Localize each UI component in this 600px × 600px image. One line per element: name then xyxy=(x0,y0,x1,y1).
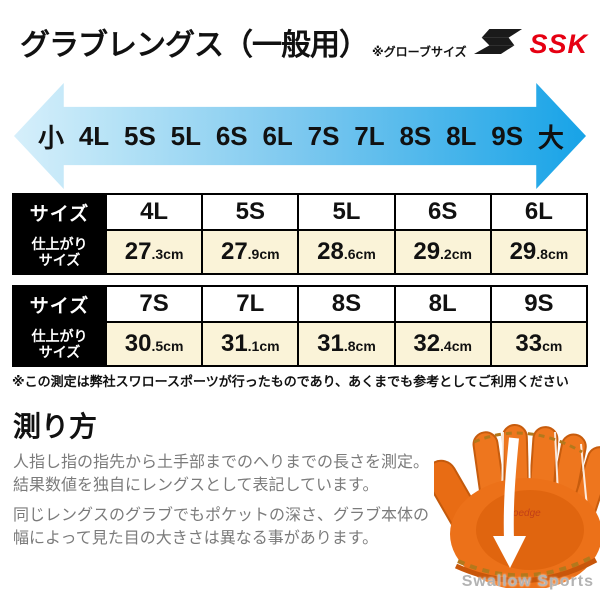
page-subtitle: ※グローブサイズ xyxy=(372,45,467,59)
scale-label: 5L xyxy=(170,120,201,151)
scale-label: 6S xyxy=(215,120,248,151)
size-cell: 7L xyxy=(201,285,300,323)
finish-cell: 27.9cm xyxy=(201,229,300,275)
finish-cell: 28.6cm xyxy=(297,229,396,275)
size-cell: 9S xyxy=(489,285,589,323)
scale-label: 8S xyxy=(399,120,432,151)
size-cell: 5S xyxy=(201,193,300,231)
finish-cell: 33cm xyxy=(489,321,589,367)
scale-label-small: 小 xyxy=(38,122,65,153)
finish-label-cell: 仕上がり サイズ xyxy=(12,321,107,367)
scale-label: 6L xyxy=(262,120,293,151)
size-cell: 6L xyxy=(489,193,589,231)
table-row: サイズ 4L 5S 5L 6S 6L xyxy=(12,193,589,231)
finish-cell: 31.1cm xyxy=(201,321,300,367)
size-cell: 6S xyxy=(393,193,492,231)
scale-label: 4L xyxy=(78,120,110,151)
size-cell: 8S xyxy=(297,285,396,323)
finish-label-cell: 仕上がり サイズ xyxy=(12,229,107,275)
section-heading: 測り方 xyxy=(13,411,98,442)
size-cell: 4L xyxy=(104,193,204,231)
finish-cell: 27.3cm xyxy=(104,229,204,275)
scale-label: 5S xyxy=(124,120,156,151)
note-text: ※この測定は弊社スワロースポーツが行ったものであり、あくまでも参考としてご利用く… xyxy=(12,374,569,389)
finish-cell: 29.8cm xyxy=(489,229,589,275)
scale-label: 7S xyxy=(307,120,340,151)
watermark: Swallow Sports xyxy=(461,573,594,590)
size-label-cell: サイズ xyxy=(12,285,107,323)
table-row: 仕上がり サイズ 27.3cm 27.9cm 28.6cm 29.2cm 29.… xyxy=(12,229,589,275)
table-row: 仕上がり サイズ 30.5cm 31.1cm 31.8cm 32.4cm 33c… xyxy=(12,321,589,367)
size-cell: 7S xyxy=(104,285,204,323)
scale-label: 7L xyxy=(354,120,385,151)
page-title: グラブレングス（一般用） xyxy=(20,29,369,62)
size-table-1: サイズ 4L 5S 5L 6S 6L 仕上がり サイズ 27.3cm 27.9c… xyxy=(12,193,589,275)
ssk-swoosh-icon xyxy=(474,28,524,60)
size-scale-arrow: 小 4L 5S 5L 6S 6L 7S 7L 8S 8L 9S 大 xyxy=(14,83,586,189)
scale-labels: 小 4L 5S 5L 6S 6L 7S 7L 8S 8L 9S 大 xyxy=(14,83,586,189)
finish-cell: 29.2cm xyxy=(393,229,492,275)
ssk-logo: SSK xyxy=(474,28,588,60)
measure-paragraph-2: 同じレングスのグラブでもポケットの深さ、グラブ本体の幅によって見た目の大きさは異… xyxy=(13,507,430,547)
measure-arrow-icon xyxy=(493,437,526,568)
scale-label: 8L xyxy=(446,120,477,151)
ssk-logo-text: SSK xyxy=(529,28,588,59)
table-row: サイズ 7S 7L 8S 8L 9S xyxy=(12,285,589,323)
finish-cell: 32.4cm xyxy=(393,321,492,367)
scale-label: 9S xyxy=(491,120,524,151)
measure-paragraph-1: 人指し指の指先から土手部までのへりまでの長さを測定。結果数値を独自にレングスとし… xyxy=(13,454,430,494)
glove-image: proedge xyxy=(425,418,600,590)
scale-label-large: 大 xyxy=(537,122,564,153)
size-cell: 5L xyxy=(297,193,396,231)
size-cell: 8L xyxy=(393,285,492,323)
finish-cell: 30.5cm xyxy=(104,321,204,367)
size-label-cell: サイズ xyxy=(12,193,107,231)
glove-brand-text: proedge xyxy=(503,508,541,519)
size-table-2: サイズ 7S 7L 8S 8L 9S 仕上がり サイズ 30.5cm 31.1c… xyxy=(12,285,589,367)
finish-cell: 31.8cm xyxy=(297,321,396,367)
header: グラブレングス（一般用） ※グローブサイズ xyxy=(20,20,590,64)
